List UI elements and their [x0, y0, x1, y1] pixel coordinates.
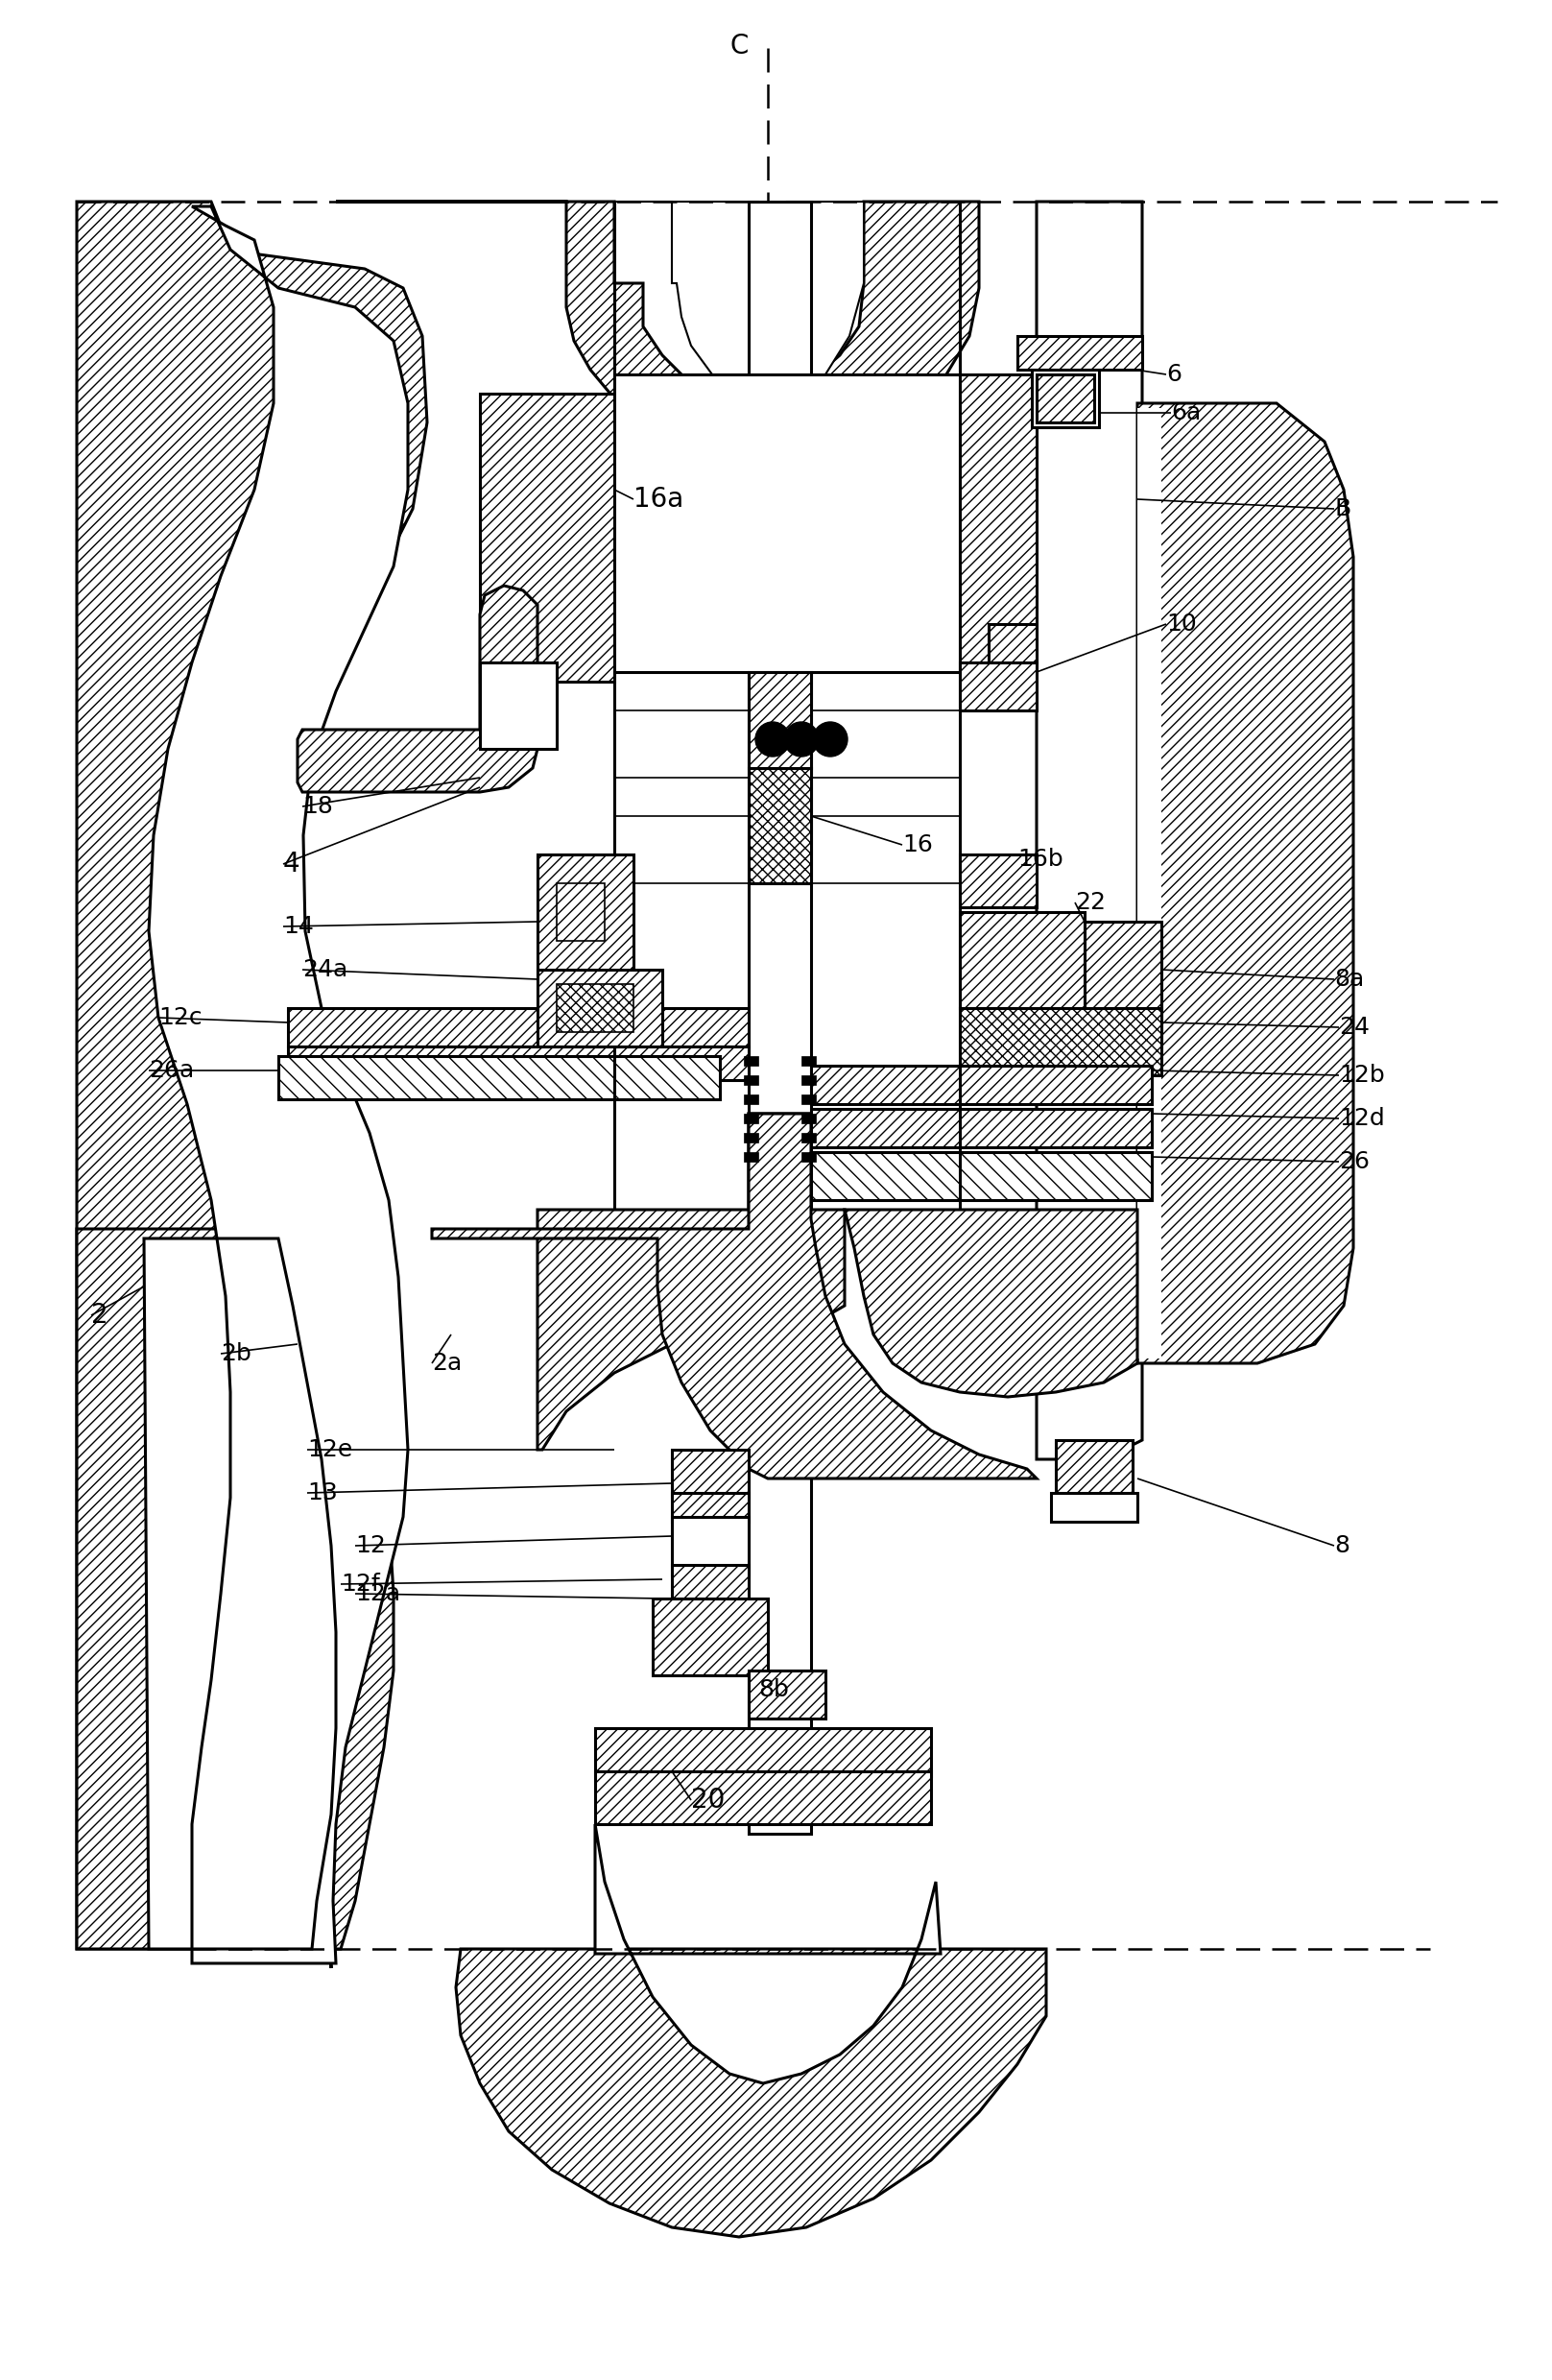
Polygon shape [76, 202, 427, 1968]
Text: C: C [729, 33, 748, 60]
Bar [1032, 369, 1099, 428]
Polygon shape [144, 1238, 335, 1949]
Bar [653, 1599, 768, 1676]
Text: 12e: 12e [307, 1438, 352, 1461]
Text: 10: 10 [1166, 612, 1197, 635]
Bar [748, 769, 812, 883]
Polygon shape [335, 202, 979, 462]
Text: 18: 18 [303, 795, 334, 819]
Bar [1037, 374, 1094, 421]
Bar [743, 1133, 759, 1142]
Bar [743, 1114, 759, 1123]
Text: 12d: 12d [1339, 1107, 1384, 1131]
Bar [801, 1076, 816, 1085]
Text: 16: 16 [902, 833, 933, 857]
Text: B: B [1335, 497, 1350, 521]
Polygon shape [456, 1949, 1046, 2237]
Bar [672, 1566, 748, 1604]
Text: 6a: 6a [1170, 402, 1201, 424]
Text: 16b: 16b [1018, 847, 1063, 871]
Text: 24: 24 [1339, 1016, 1369, 1038]
Bar [289, 1009, 748, 1047]
Bar [537, 969, 663, 1047]
Bar [801, 1133, 816, 1142]
Text: 13: 13 [307, 1480, 338, 1504]
Polygon shape [431, 1114, 1037, 1478]
Text: 12f: 12f [341, 1573, 380, 1595]
Bar [801, 1095, 816, 1104]
Bar [557, 983, 633, 1033]
Polygon shape [615, 202, 864, 407]
Bar [801, 1114, 816, 1123]
Polygon shape [844, 1209, 1138, 1397]
Bar [537, 854, 633, 978]
Bar [743, 1076, 759, 1085]
Bar [812, 1109, 1152, 1147]
Text: 2b: 2b [220, 1342, 251, 1366]
Text: 26a: 26a [149, 1059, 194, 1083]
Text: 12b: 12b [1339, 1064, 1384, 1088]
Text: 16a: 16a [633, 486, 683, 512]
Polygon shape [298, 585, 537, 793]
Circle shape [756, 721, 790, 757]
Polygon shape [149, 207, 408, 1964]
Bar [557, 883, 605, 940]
Text: 26: 26 [1339, 1150, 1369, 1173]
Circle shape [784, 721, 819, 757]
Bar [672, 1449, 748, 1497]
Polygon shape [1138, 407, 1161, 1359]
Text: 20: 20 [691, 1787, 725, 1814]
Text: 2: 2 [92, 1302, 109, 1328]
Polygon shape [1037, 202, 1170, 1459]
Text: 4: 4 [282, 850, 300, 878]
Text: 22: 22 [1076, 890, 1105, 914]
Bar [959, 912, 1085, 1009]
Bar [959, 854, 1037, 907]
Bar [594, 1771, 931, 1823]
Polygon shape [1138, 402, 1353, 1364]
Bar [615, 374, 959, 671]
Text: 2a: 2a [431, 1352, 462, 1376]
Polygon shape [594, 1823, 941, 2082]
Text: 8a: 8a [1335, 969, 1364, 990]
Bar [748, 671, 812, 769]
Polygon shape [76, 1228, 394, 1949]
Text: 8: 8 [1335, 1535, 1350, 1557]
Bar [801, 1057, 816, 1066]
Bar [812, 1152, 1152, 1200]
Bar [748, 1671, 826, 1718]
Polygon shape [537, 1114, 844, 1449]
Bar [1055, 1440, 1133, 1497]
Bar [959, 662, 1037, 712]
Bar [743, 1095, 759, 1104]
Bar [959, 374, 1037, 671]
Bar [672, 1516, 748, 1576]
Bar [1018, 336, 1142, 369]
Text: 8b: 8b [759, 1678, 788, 1702]
Bar [989, 624, 1037, 662]
Text: 12: 12 [355, 1535, 386, 1557]
Text: 6: 6 [1166, 362, 1181, 386]
Bar [480, 393, 615, 681]
Text: 24a: 24a [303, 959, 348, 981]
Bar [801, 1152, 816, 1161]
Bar [278, 1057, 720, 1100]
Bar [748, 202, 812, 1833]
Bar [743, 1057, 759, 1066]
Bar [1085, 921, 1161, 1047]
Bar [959, 1009, 1161, 1076]
Bar [812, 1066, 1152, 1104]
Bar [743, 1152, 759, 1161]
Bar [594, 1728, 931, 1775]
Text: 14: 14 [282, 914, 314, 938]
Bar [1051, 1492, 1138, 1521]
Bar [289, 1047, 748, 1081]
Bar [480, 662, 557, 750]
Text: 12c: 12c [158, 1007, 202, 1028]
Bar [672, 1492, 748, 1521]
Text: 12a: 12a [355, 1583, 400, 1604]
Circle shape [813, 721, 847, 757]
